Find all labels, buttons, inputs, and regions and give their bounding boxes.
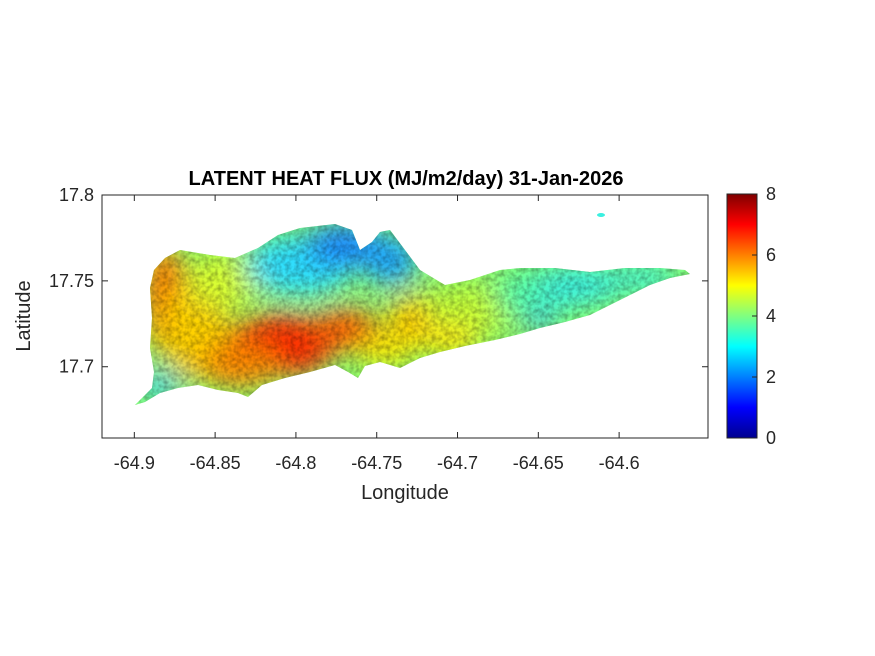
x-tick-label: -64.6: [599, 453, 640, 473]
y-axis-label: Latitude: [13, 280, 35, 351]
colorbar-tick-label: 0: [766, 428, 776, 448]
field-texture: [135, 224, 690, 405]
x-tick-label: -64.7: [437, 453, 478, 473]
y-tick-label: 17.8: [59, 185, 94, 205]
colorbar-tick-label: 8: [766, 184, 776, 204]
x-tick-label: -64.85: [190, 453, 241, 473]
colorbar-tick-label: 4: [766, 306, 776, 326]
islet: [597, 213, 605, 217]
x-tick-label: -64.75: [351, 453, 402, 473]
colorbar-tick-label: 6: [766, 245, 776, 265]
x-tick-label: -64.8: [275, 453, 316, 473]
y-tick-label: 17.75: [49, 271, 94, 291]
x-axis-label: Longitude: [361, 482, 449, 504]
chart-title: LATENT HEAT FLUX (MJ/m2/day) 31-Jan-2026: [189, 168, 624, 190]
colorbar: 0 2 4 6 8: [726, 184, 776, 448]
map-plot-area: [135, 213, 690, 405]
map-axes: -64.9 -64.85 -64.8 -64.75 -64.7 -64.65 -64.6 1…: [49, 185, 709, 473]
x-tick-label: -64.65: [513, 453, 564, 473]
colorbar-tick-group: 0 2 4 6 8: [752, 184, 776, 448]
x-tick-label: -64.9: [114, 453, 155, 473]
colorbar-tick-label: 2: [766, 367, 776, 387]
y-tick-group: 17.7 17.75 17.8: [49, 185, 708, 377]
y-tick-label: 17.7: [59, 357, 94, 377]
island-heatmap: [135, 224, 690, 405]
axes-box: [101, 194, 709, 439]
x-tick-group: -64.9 -64.85 -64.8 -64.75 -64.7 -64.65 -64.6: [114, 195, 640, 473]
